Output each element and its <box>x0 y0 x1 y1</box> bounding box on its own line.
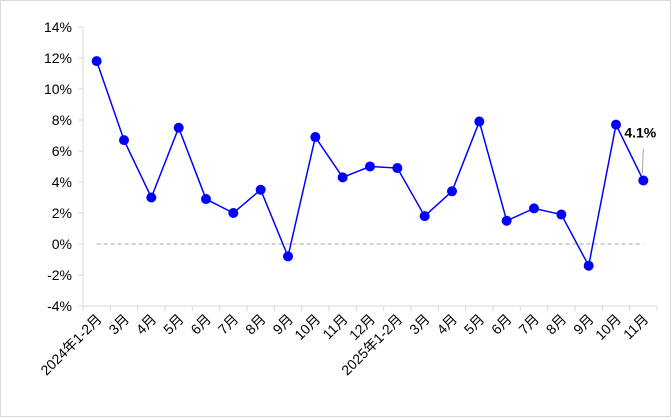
data-point <box>201 194 211 205</box>
x-tick-label: 8月 <box>242 311 269 338</box>
x-tick-label: 3月 <box>105 311 132 338</box>
data-point <box>611 119 621 130</box>
y-tick-label: -2% <box>47 267 72 283</box>
x-tick-label: 3月 <box>406 311 433 338</box>
data-point <box>474 116 485 127</box>
x-tick-label: 4月 <box>133 311 160 338</box>
x-tick-label: 6月 <box>187 311 214 338</box>
x-tick-label: 8月 <box>543 311 570 338</box>
y-tick-label: 8% <box>52 112 72 128</box>
data-point <box>146 192 157 203</box>
annotation-label: 4.1% <box>624 124 656 140</box>
data-point <box>228 208 239 218</box>
data-point <box>173 122 184 133</box>
data-point <box>310 132 321 143</box>
data-point <box>337 172 348 183</box>
y-tick-label: 6% <box>52 143 72 159</box>
x-tick-label: 2024年1-2月 <box>37 311 104 378</box>
x-tick-label: 5月 <box>160 311 187 338</box>
data-point <box>255 184 266 195</box>
y-tick-label: 14% <box>44 19 72 35</box>
data-point <box>365 161 375 172</box>
x-tick-label: 11月 <box>319 311 350 342</box>
y-tick-label: 12% <box>44 50 72 66</box>
x-tick-label: 11月 <box>620 311 651 342</box>
data-point <box>392 163 403 174</box>
data-point <box>119 135 129 146</box>
y-tick-label: 2% <box>52 205 72 221</box>
x-tick-label: 10月 <box>592 311 624 343</box>
data-point <box>283 251 293 262</box>
x-tick-label: 5月 <box>461 311 488 338</box>
x-tick-label: 7月 <box>515 311 542 338</box>
data-point <box>91 56 102 67</box>
x-tick-label: 6月 <box>488 311 515 338</box>
x-tick-label: 10月 <box>291 311 323 343</box>
y-tick-label: -4% <box>47 298 72 314</box>
annotation-leader-line <box>641 148 644 174</box>
data-point <box>447 186 457 197</box>
y-tick-label: 4% <box>52 174 72 190</box>
data-point <box>419 211 430 222</box>
data-point <box>556 209 567 220</box>
x-tick-label: 7月 <box>215 311 242 338</box>
y-tick-label: 0% <box>52 236 72 252</box>
data-point <box>583 260 594 271</box>
data-point <box>529 203 539 214</box>
y-tick-label: 10% <box>44 81 72 97</box>
data-point <box>638 175 649 186</box>
x-tick-label: 4月 <box>433 311 460 338</box>
data-point <box>501 215 512 226</box>
